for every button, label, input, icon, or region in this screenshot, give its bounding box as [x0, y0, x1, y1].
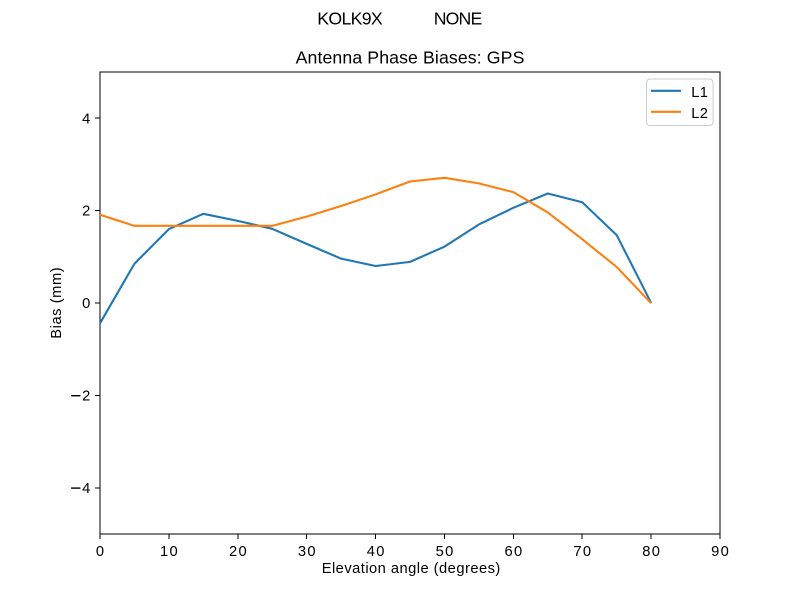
svg-text:10: 10	[160, 544, 178, 560]
svg-text:60: 60	[505, 544, 523, 560]
svg-text:Antenna Phase Biases: GPS: Antenna Phase Biases: GPS	[296, 48, 525, 68]
svg-text:70: 70	[573, 544, 591, 560]
svg-text:80: 80	[642, 544, 660, 560]
svg-text:NONE: NONE	[434, 9, 483, 29]
svg-text:L2: L2	[691, 106, 708, 122]
svg-text:0: 0	[82, 296, 90, 312]
svg-text:0: 0	[96, 544, 104, 560]
svg-text:2: 2	[82, 204, 90, 220]
svg-text:20: 20	[229, 544, 247, 560]
svg-text:40: 40	[367, 544, 385, 560]
svg-text:Bias (mm): Bias (mm)	[49, 267, 65, 338]
svg-text:L1: L1	[691, 85, 708, 101]
svg-text:2: 2	[82, 389, 90, 405]
svg-text:30: 30	[298, 544, 316, 560]
svg-text:4: 4	[82, 111, 90, 127]
svg-text:50: 50	[436, 544, 454, 560]
svg-text:90: 90	[711, 544, 729, 560]
svg-text:4: 4	[82, 481, 90, 497]
svg-text:Elevation angle (degrees): Elevation angle (degrees)	[322, 561, 501, 577]
svg-text:KOLK9X: KOLK9X	[317, 9, 383, 29]
